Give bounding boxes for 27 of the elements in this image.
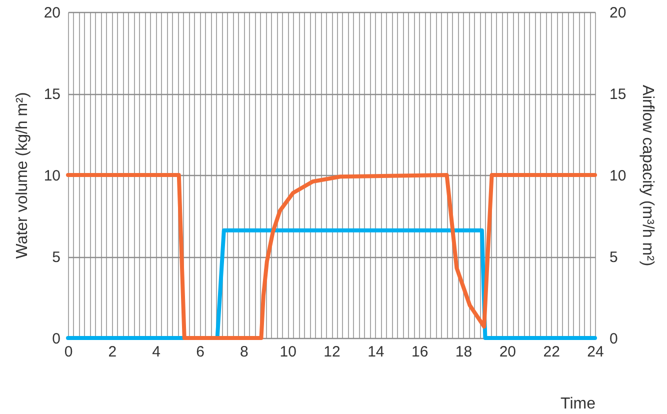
y-axis-title: Water volume (kg/h m²) bbox=[14, 92, 31, 259]
y-tick-label: 15 bbox=[44, 86, 60, 103]
x-tick-label: 10 bbox=[280, 344, 296, 360]
x-tick-label: 8 bbox=[240, 344, 248, 360]
x-tick-label: 16 bbox=[411, 344, 428, 360]
line-series bbox=[66, 173, 597, 340]
y-tick-label: 5 bbox=[52, 249, 60, 266]
x-axis-title: Time bbox=[560, 396, 596, 412]
y2-tick-label: 5 bbox=[610, 249, 618, 266]
x-tick-label: 18 bbox=[455, 344, 472, 360]
y2-tick-label: 0 bbox=[610, 330, 618, 348]
y2-tick-label: 15 bbox=[610, 86, 626, 103]
x-tick-label: 12 bbox=[324, 344, 340, 360]
x-tick-label: 0 bbox=[64, 344, 73, 360]
x-tick-label: 4 bbox=[152, 344, 161, 360]
y2-tick-label: 20 bbox=[610, 4, 626, 22]
x-tick-label: 2 bbox=[108, 344, 117, 360]
x-tick-label: 22 bbox=[543, 344, 560, 360]
y-tick-label: 20 bbox=[44, 4, 60, 22]
y2-axis-title: Airflow capacity (m³/h m²) bbox=[639, 84, 656, 266]
x-tick-label: 14 bbox=[368, 344, 384, 360]
x-tick-label: 6 bbox=[196, 344, 204, 360]
x-tick-label: 20 bbox=[499, 344, 516, 360]
y2-tick-label: 10 bbox=[610, 168, 626, 184]
y-tick-label: 10 bbox=[44, 168, 60, 184]
y-tick-label: 0 bbox=[52, 330, 60, 348]
x-tick-label: 24 bbox=[587, 344, 604, 360]
